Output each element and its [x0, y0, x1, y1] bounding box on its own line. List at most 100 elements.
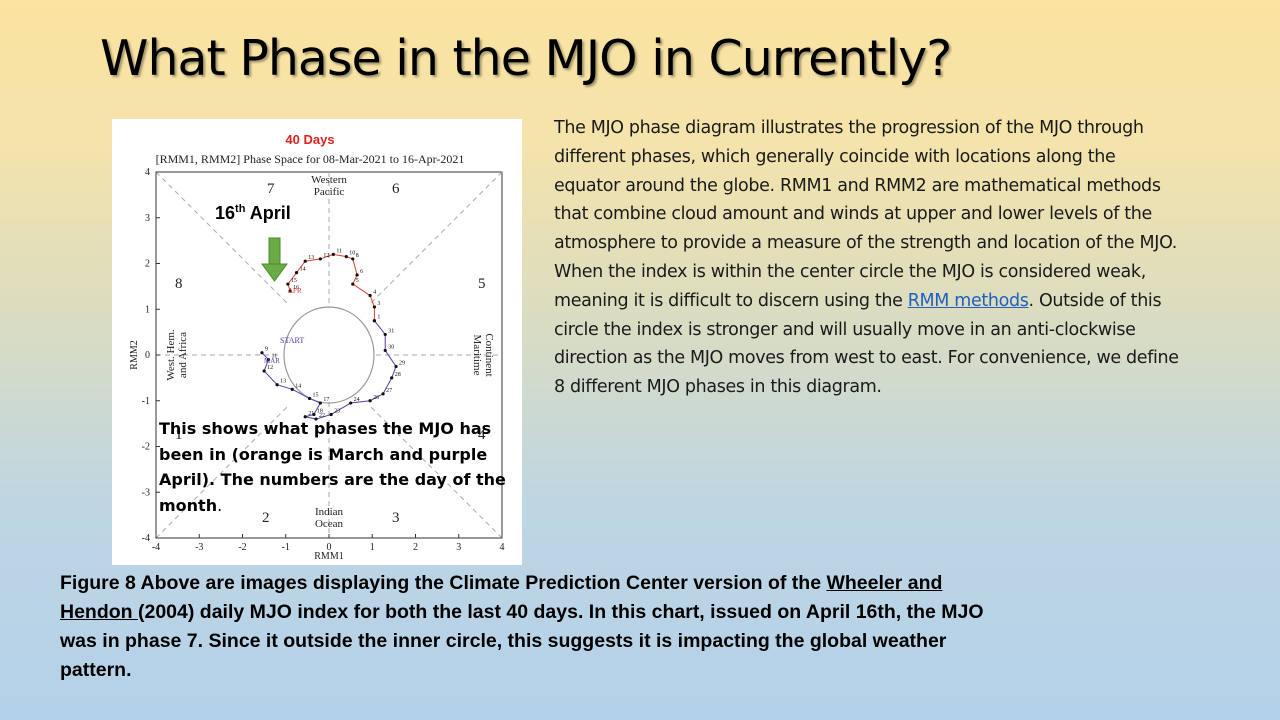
- apr-marker-label: APR: [288, 287, 302, 295]
- day-label: 10: [349, 251, 355, 257]
- phase-number: 4: [478, 427, 486, 443]
- y-tick-label: 3: [145, 213, 150, 224]
- trajectory-point: [344, 255, 348, 259]
- phase-number: 2: [262, 510, 270, 526]
- april-track: [260, 319, 398, 421]
- day-label: 23: [334, 408, 340, 414]
- x-tick-label: -4: [152, 542, 160, 553]
- trajectory-point: [288, 289, 292, 293]
- phase-number: 6: [392, 181, 400, 197]
- day-label: 3: [377, 301, 380, 307]
- phase-divider: [370, 171, 503, 304]
- trajectory-point: [383, 348, 387, 353]
- x-tick-label: -3: [195, 542, 203, 553]
- x-axis-label: RMM1: [314, 551, 343, 562]
- x-tick-label: -1: [282, 542, 290, 553]
- trajectory-point: [372, 319, 377, 323]
- trajectory-point: [314, 417, 318, 421]
- start-marker-label: START: [280, 336, 304, 345]
- overlay-note-text: This shows what phases the MJO has been …: [159, 419, 506, 515]
- trajectory-point: [275, 383, 279, 387]
- trajectory-point: [262, 369, 266, 373]
- trajectory-point: [290, 387, 294, 391]
- day-label: 11: [271, 354, 277, 360]
- phase-divider: [155, 406, 288, 539]
- trajectory-point: [307, 396, 312, 401]
- day-label: 8: [356, 253, 359, 259]
- x-tick-label: 4: [500, 542, 505, 553]
- mar-marker-label: MAR: [264, 357, 280, 365]
- day-label: 15: [313, 392, 319, 398]
- day-label: 13: [280, 379, 286, 385]
- rmm-methods-link[interactable]: RMM methods: [907, 290, 1029, 311]
- description-text: The MJO phase diagram illustrates the pr…: [554, 118, 1179, 398]
- trajectory-point: [355, 273, 359, 277]
- day-label: 14: [300, 267, 306, 273]
- march-track: [286, 252, 377, 323]
- x-tick-label: -2: [238, 542, 246, 553]
- phase-number: 8: [175, 276, 183, 292]
- day-label: 26: [373, 395, 379, 401]
- trajectory-point: [368, 399, 372, 403]
- y-tick-label: -4: [142, 533, 150, 544]
- day-label: 4: [373, 290, 376, 296]
- phase-divider: [155, 171, 288, 304]
- region-label: Pacific: [314, 186, 345, 198]
- day-label: 11: [336, 248, 342, 254]
- day-label: 16: [293, 285, 299, 291]
- trajectory-point: [294, 271, 299, 275]
- overlay-note-trail: .: [217, 495, 223, 515]
- y-tick-label: 2: [145, 259, 150, 270]
- mjo-phase-diagram: 40 Days [RMM1, RMM2] Phase Space for 08-…: [112, 119, 522, 565]
- figure-caption: Figure 8 Above are images displaying the…: [60, 572, 984, 681]
- overlay-note: This shows what phases the MJO has been …: [159, 416, 509, 518]
- trajectory-point: [372, 305, 377, 309]
- diagram-subtitle: [RMM1, RMM2] Phase Space for 08-Mar-2021…: [156, 152, 465, 166]
- trajectory-point: [303, 415, 307, 419]
- y-tick-label: -2: [142, 442, 150, 453]
- day-label: 14: [295, 383, 301, 389]
- region-label: Western: [311, 174, 347, 186]
- slide-title: What Phase in the MJO in Currently?: [100, 30, 952, 87]
- day-label: 17: [323, 397, 329, 403]
- day-label: 29: [399, 360, 405, 366]
- day-label: 18: [317, 408, 323, 414]
- y-tick-label: -1: [142, 396, 150, 407]
- trajectory-point: [286, 282, 290, 286]
- phase-number: 5: [478, 276, 486, 292]
- trajectory-point: [394, 364, 398, 369]
- phase-space-plot: 40 Days [RMM1, RMM2] Phase Space for 08-…: [129, 132, 505, 562]
- day-label: 31: [388, 328, 394, 334]
- trajectory-point: [303, 259, 307, 263]
- y-tick-label: 1: [145, 304, 150, 315]
- trajectory-point: [351, 257, 355, 261]
- phase-divider: [370, 406, 503, 539]
- trajectory-point: [318, 401, 322, 405]
- region-label: and Africa: [177, 332, 189, 378]
- x-tick-label: 0: [327, 542, 332, 553]
- phase-number: 3: [392, 510, 400, 526]
- trajectory-point: [312, 412, 316, 417]
- trajectory-point: [331, 252, 335, 256]
- day-label: 13: [308, 255, 314, 261]
- region-label: Indian: [315, 506, 344, 518]
- down-arrow-icon: [261, 237, 288, 282]
- region-label: Maritime: [471, 335, 483, 376]
- day-label: 5: [356, 278, 359, 284]
- y-tick-label: 4: [145, 167, 150, 178]
- trajectory-point: [329, 412, 333, 417]
- trajectory-point: [390, 376, 394, 380]
- region-label: Continent: [483, 333, 495, 376]
- region-label: West. Hem.: [165, 329, 177, 381]
- day-label: 21: [308, 411, 314, 417]
- day-label: 30: [388, 344, 394, 350]
- phase-number: 1: [175, 427, 183, 443]
- y-axis-label: RMM2: [129, 340, 140, 369]
- phase-number: 7: [267, 181, 275, 197]
- diagram-header: 40 Days: [285, 132, 334, 147]
- trajectory-point: [349, 401, 353, 405]
- trajectory-point: [351, 282, 355, 286]
- day-label: 24: [354, 397, 360, 403]
